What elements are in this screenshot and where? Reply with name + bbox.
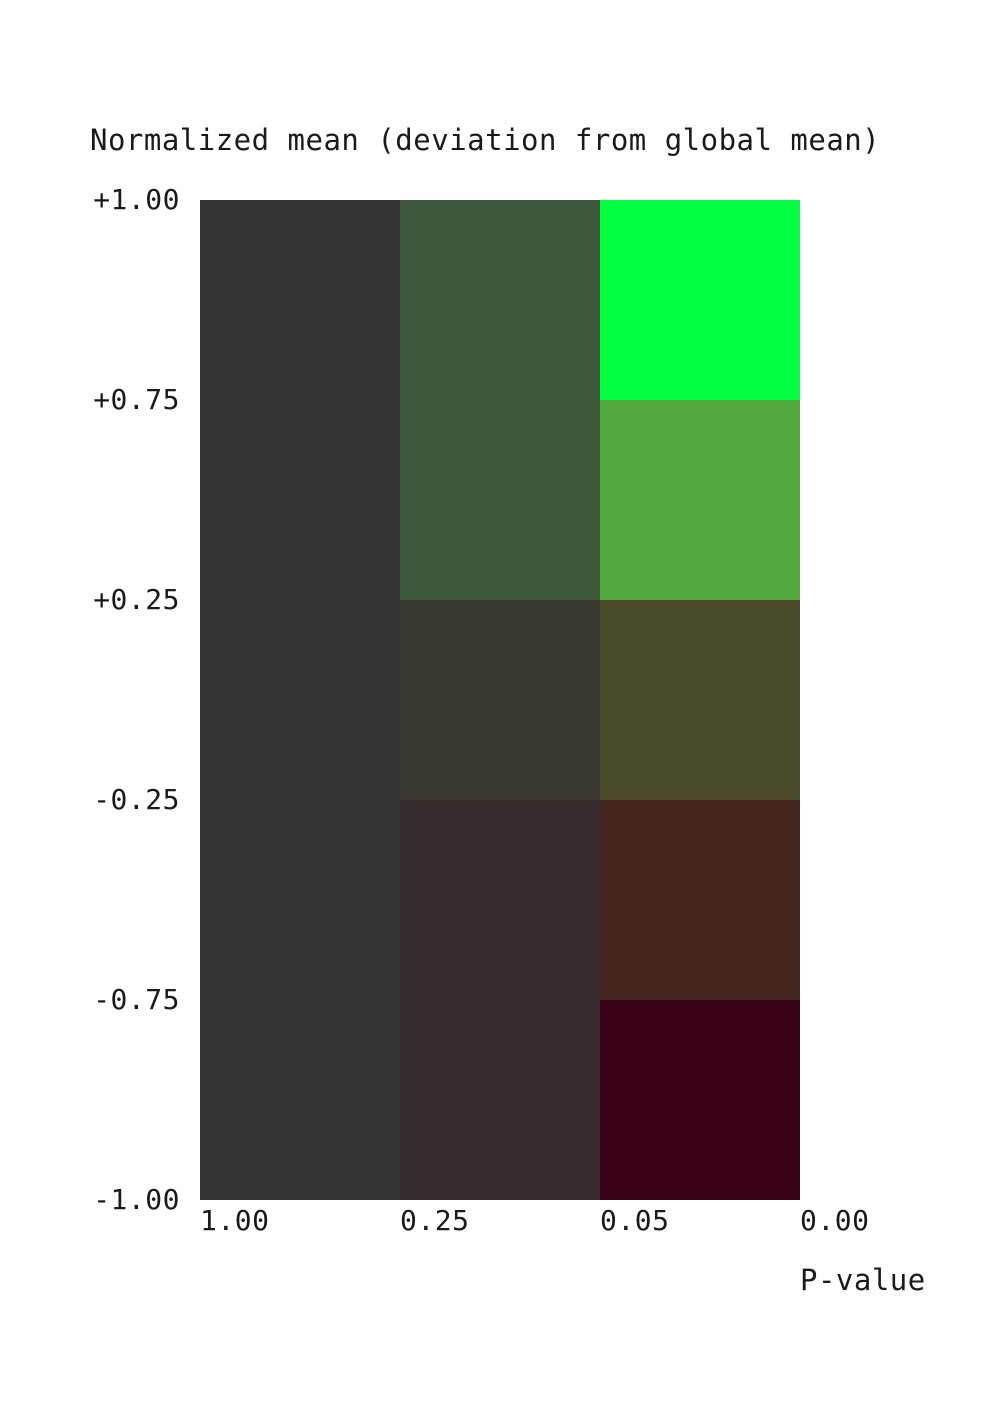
y-tick-label: +0.75 xyxy=(93,383,180,416)
x-tick-label: 0.05 xyxy=(600,1204,669,1237)
heatmap-cell-r4-c2 xyxy=(600,1000,800,1200)
heatmap-cell-r2-c1 xyxy=(400,600,600,800)
chart-title: Normalized mean (deviation from global m… xyxy=(90,123,880,157)
y-tick-label: +1.00 xyxy=(93,183,180,216)
heatmap-cell-r1-c1 xyxy=(400,400,600,600)
heatmap-cell-r4-c0 xyxy=(200,1000,400,1200)
x-tick-label: 0.25 xyxy=(400,1204,469,1237)
y-axis-ticks: +1.00 +0.75 +0.25 -0.25 -0.75 -1.00 xyxy=(93,183,180,1216)
x-axis-ticks: 1.00 0.25 0.05 0.00 xyxy=(200,1204,869,1237)
x-axis-label: P-value xyxy=(800,1263,926,1297)
heatmap-cell-r3-c1 xyxy=(400,800,600,1000)
heatmap-cell-r0-c1 xyxy=(400,200,600,400)
y-tick-label: -0.75 xyxy=(93,983,180,1016)
y-tick-label: -1.00 xyxy=(93,1183,180,1216)
heatmap-cell-r1-c0 xyxy=(200,400,400,600)
heatmap-cell-r3-c2 xyxy=(600,800,800,1000)
heatmap-cells xyxy=(200,200,800,1200)
heatmap-cell-r0-c2 xyxy=(600,200,800,400)
heatmap-cell-r0-c0 xyxy=(200,200,400,400)
y-tick-label: -0.25 xyxy=(93,783,180,816)
heatmap-cell-r3-c0 xyxy=(200,800,400,1000)
heatmap-cell-r4-c1 xyxy=(400,1000,600,1200)
x-tick-label: 1.00 xyxy=(200,1204,269,1237)
heatmap-cell-r2-c0 xyxy=(200,600,400,800)
heatmap-cell-r2-c2 xyxy=(600,600,800,800)
heatmap-cell-r1-c2 xyxy=(600,400,800,600)
x-tick-label: 0.00 xyxy=(800,1204,869,1237)
y-tick-label: +0.25 xyxy=(93,583,180,616)
